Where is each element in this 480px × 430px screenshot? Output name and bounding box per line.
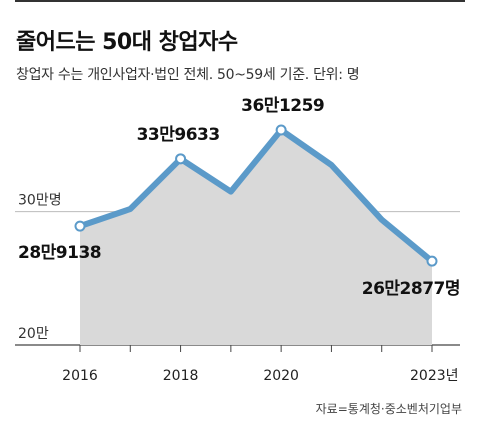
point-marker — [426, 255, 438, 267]
top-rule — [15, 0, 465, 2]
x-tick-label: 2018 — [163, 368, 199, 384]
source-note: 자료=통계청·중소벤처기업부 — [315, 402, 462, 416]
data-label: 36만1259 — [241, 96, 324, 116]
area-fill — [80, 129, 432, 345]
point-marker — [74, 220, 86, 232]
data-label: 33만9633 — [137, 125, 220, 145]
chart-title: 줄어드는 50대 창업자수 — [16, 30, 238, 55]
x-tick-label: 2016 — [62, 368, 98, 384]
point-marker — [175, 153, 187, 165]
data-labels: 28만9138 33만9633 36만1259 26만2877명 — [18, 96, 461, 299]
data-label: 28만9138 — [18, 243, 101, 263]
x-tick-marks — [79, 345, 433, 352]
x-tick-label: 2020 — [263, 368, 299, 384]
y-tick-label: 20만 — [18, 326, 49, 342]
x-tick-labels: 2016 2018 2020 2023년 — [62, 368, 458, 384]
chart-subtitle: 창업자 수는 개인사업자·법인 전체. 50~59세 기준. 단위: 명 — [16, 67, 360, 83]
data-label: 26만2877명 — [362, 279, 460, 299]
y-tick-label: 30만명 — [18, 193, 62, 209]
x-tick-label: 2023년 — [410, 368, 459, 384]
y-tick-labels: 20만 30만명 — [18, 193, 62, 342]
point-marker — [275, 124, 287, 136]
series-line — [77, 126, 435, 265]
point-markers — [74, 124, 438, 267]
